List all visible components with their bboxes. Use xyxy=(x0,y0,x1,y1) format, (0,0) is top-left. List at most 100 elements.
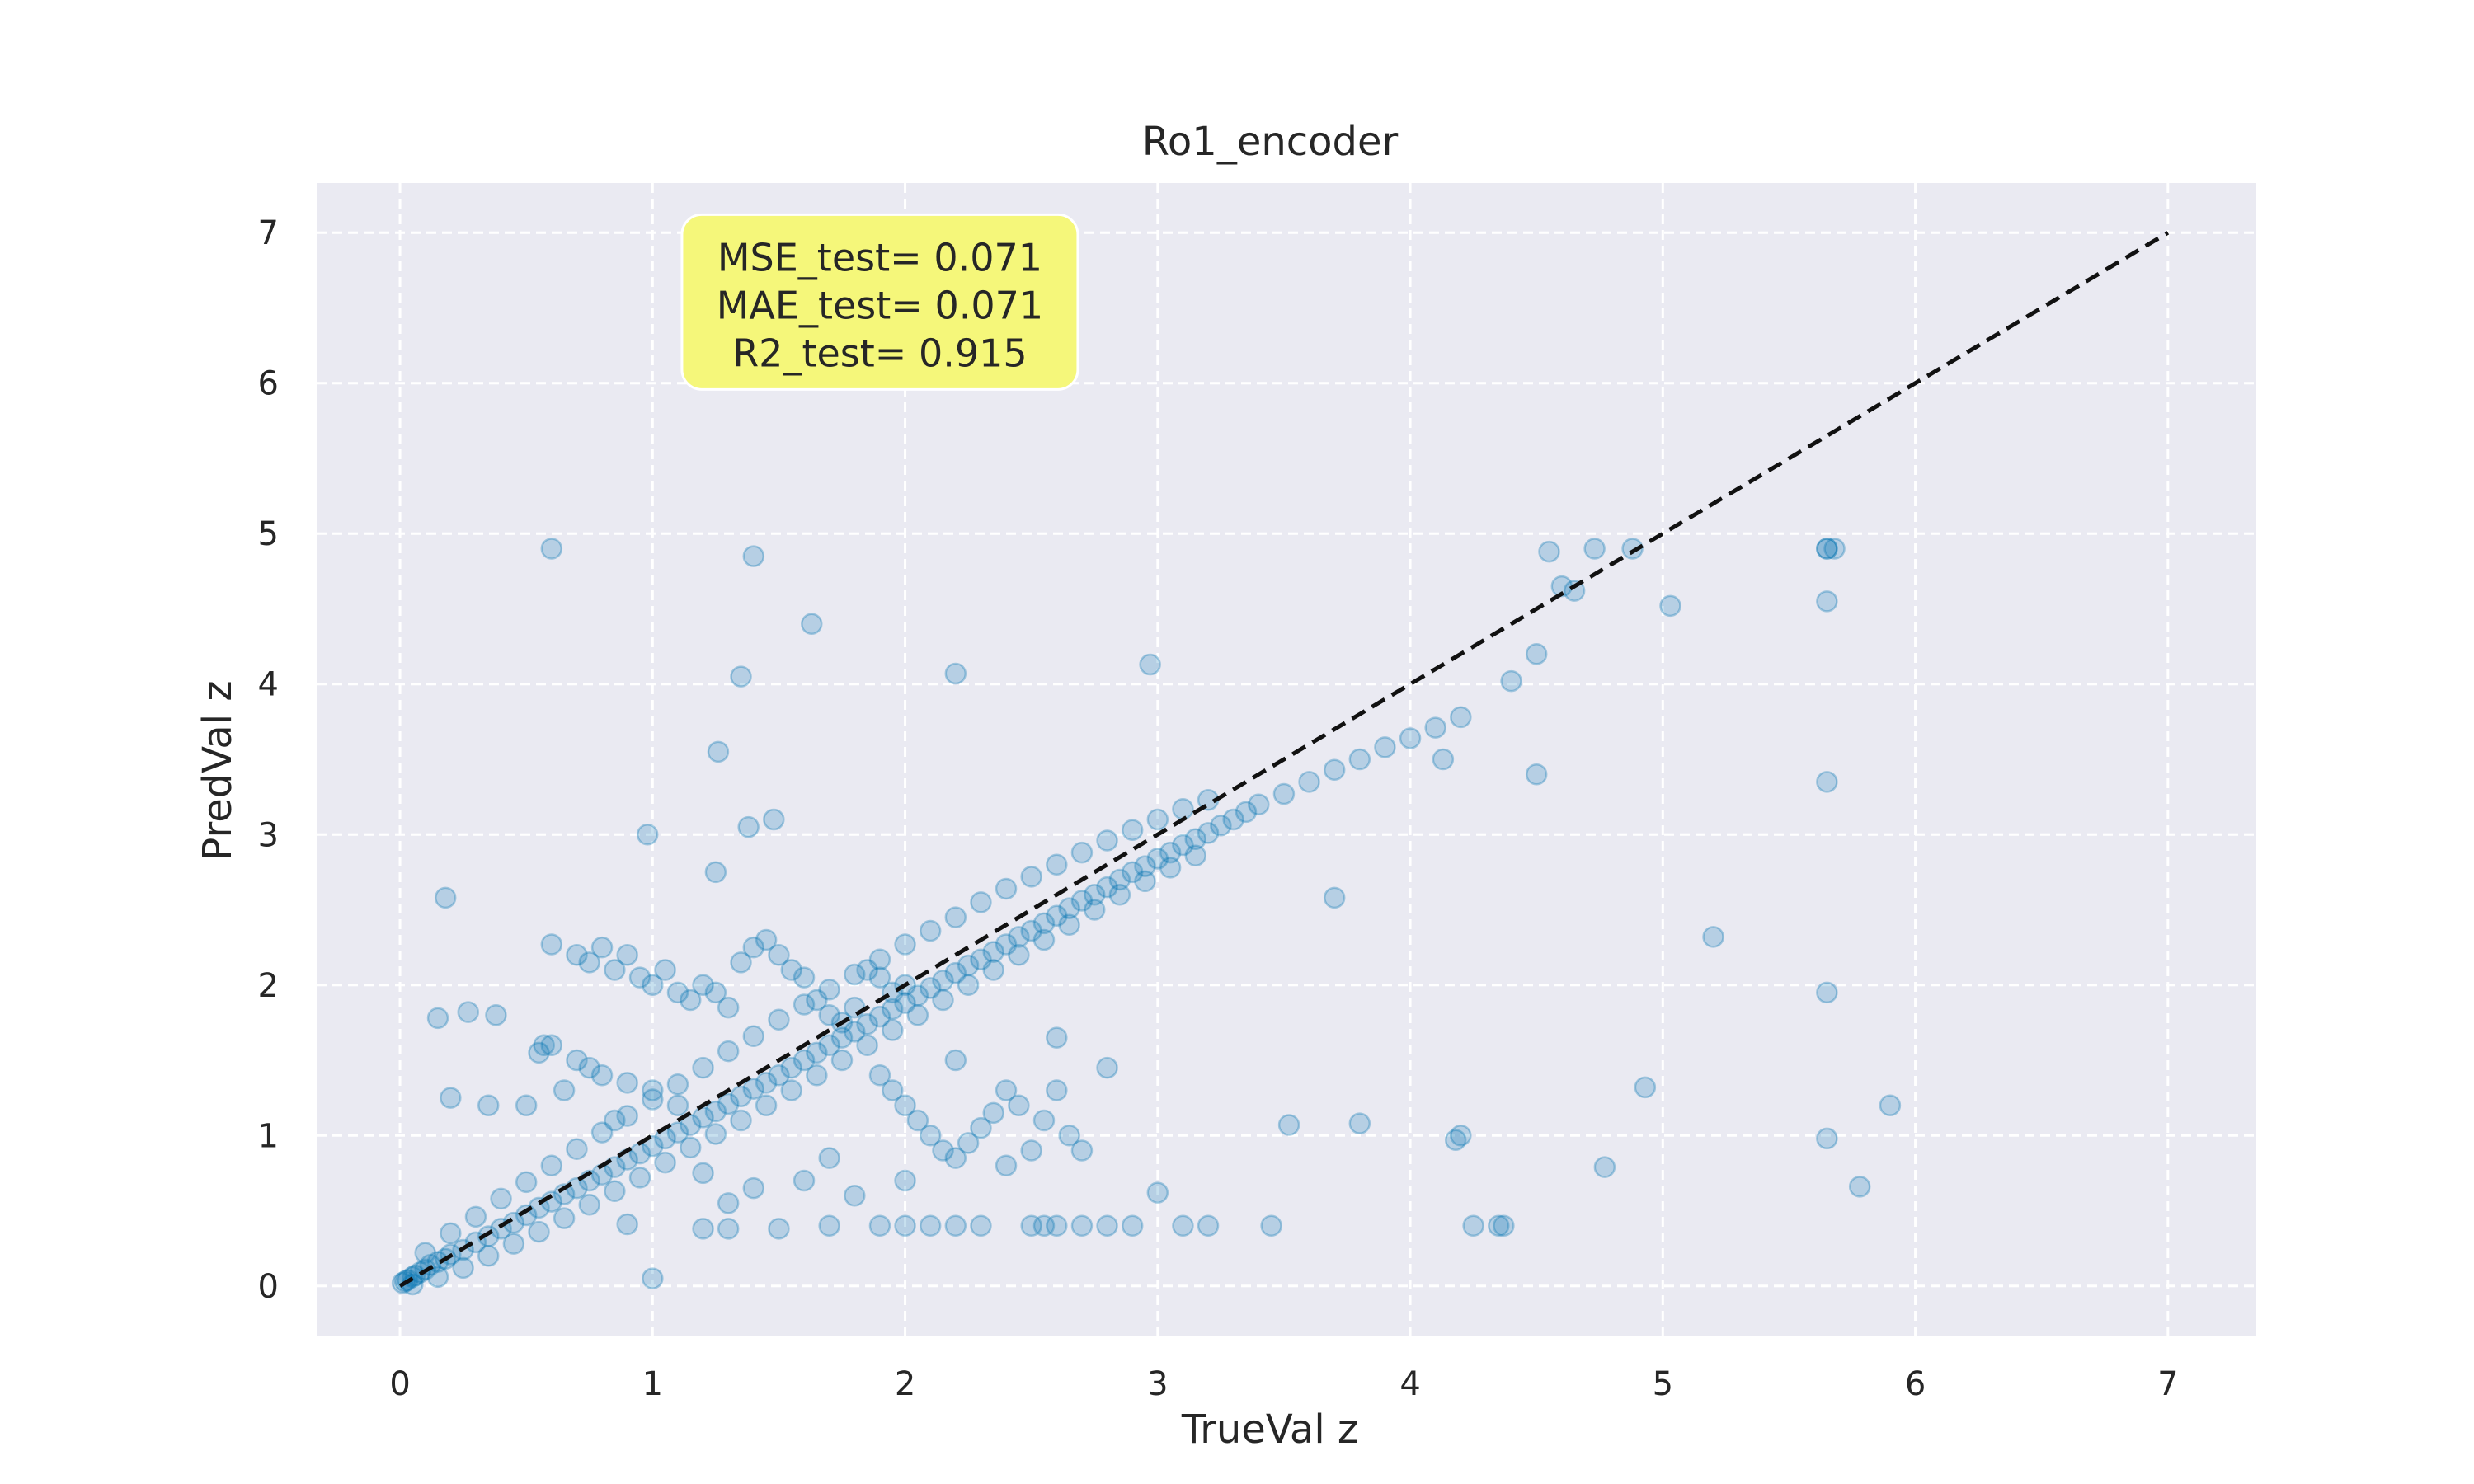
data-point xyxy=(844,996,866,1019)
data-point xyxy=(1134,870,1156,893)
data-point xyxy=(1184,828,1206,850)
data-point xyxy=(717,1192,740,1214)
data-point xyxy=(616,1213,638,1236)
data-point xyxy=(995,933,1018,956)
data-point xyxy=(1020,1139,1042,1162)
x-tick-label: 7 xyxy=(2157,1365,2178,1403)
data-point xyxy=(1046,904,1068,928)
data-point xyxy=(742,545,765,567)
data-point xyxy=(414,1242,436,1264)
data-point xyxy=(1096,1056,1118,1079)
data-point xyxy=(502,1233,525,1255)
data-point xyxy=(768,1008,790,1031)
data-point xyxy=(1444,1129,1467,1151)
data-point xyxy=(970,1214,992,1237)
data-point xyxy=(628,966,651,989)
data-point xyxy=(566,944,588,966)
data-point xyxy=(590,1064,614,1087)
data-point xyxy=(1146,848,1169,870)
x-tick-label: 2 xyxy=(895,1365,915,1403)
data-point xyxy=(763,808,785,831)
data-point xyxy=(1277,1114,1300,1136)
data-point xyxy=(654,1151,676,1174)
data-point xyxy=(533,1034,555,1057)
data-point xyxy=(515,1171,538,1194)
data-point xyxy=(642,1267,664,1289)
data-point xyxy=(780,959,802,981)
y-tick-label: 2 xyxy=(258,967,279,1005)
data-point xyxy=(1146,1181,1169,1204)
data-point xyxy=(692,1162,714,1185)
data-point xyxy=(1058,913,1080,937)
x-tick-labels: 0 1 2 3 4 5 6 7 xyxy=(389,1365,2178,1403)
data-point xyxy=(1121,819,1144,842)
data-point xyxy=(856,1012,878,1036)
data-point xyxy=(1272,782,1296,805)
data-point xyxy=(717,1092,740,1115)
data-point xyxy=(566,1138,588,1160)
data-point xyxy=(1323,758,1346,782)
data-point xyxy=(1848,1176,1871,1198)
data-point xyxy=(1058,1125,1080,1147)
y-tick-label: 1 xyxy=(258,1117,279,1155)
y-tick-label: 0 xyxy=(258,1268,279,1306)
data-point xyxy=(737,815,760,838)
data-point xyxy=(868,948,891,970)
data-point xyxy=(717,996,740,1019)
data-points xyxy=(391,538,1902,1296)
data-point xyxy=(932,989,954,1012)
data-point xyxy=(1348,748,1371,771)
data-point xyxy=(894,1169,916,1192)
data-point xyxy=(1816,1127,1838,1150)
data-point xyxy=(755,1072,778,1094)
data-point xyxy=(477,1225,500,1247)
data-point xyxy=(1046,1079,1068,1101)
data-point xyxy=(1197,1214,1220,1237)
data-point xyxy=(1222,808,1244,831)
data-point xyxy=(944,961,967,984)
data-point xyxy=(768,944,790,966)
data-point xyxy=(1008,944,1030,966)
data-point xyxy=(440,1087,462,1109)
data-point xyxy=(944,1214,967,1237)
data-point xyxy=(1348,1112,1371,1134)
data-point xyxy=(970,1116,992,1139)
data-point xyxy=(806,989,828,1012)
data-point xyxy=(1121,861,1144,884)
data-point xyxy=(995,1079,1018,1101)
data-point xyxy=(906,1004,929,1026)
data-point xyxy=(666,1073,689,1096)
data-point xyxy=(654,959,676,981)
data-point xyxy=(1096,1214,1118,1237)
data-point xyxy=(528,1041,550,1064)
metrics-annotation: MSE_test= 0.071 MAE_test= 0.071 R2_test=… xyxy=(680,213,1079,391)
data-point xyxy=(464,1205,487,1228)
data-point xyxy=(717,1040,740,1063)
data-point xyxy=(1108,884,1131,906)
data-point xyxy=(1032,928,1056,951)
data-point xyxy=(780,1056,802,1079)
data-point xyxy=(1134,855,1156,877)
data-point xyxy=(894,992,916,1014)
data-point xyxy=(1493,1214,1515,1237)
y-tick-label: 6 xyxy=(258,365,279,403)
data-point xyxy=(1032,1109,1056,1132)
data-point xyxy=(1374,736,1396,758)
data-point xyxy=(806,1041,828,1064)
data-point xyxy=(1621,538,1644,560)
data-point xyxy=(1121,1214,1144,1237)
data-point xyxy=(515,1094,538,1117)
data-point xyxy=(1450,706,1472,729)
data-point xyxy=(426,1007,449,1030)
data-point xyxy=(1197,822,1220,844)
data-point xyxy=(793,993,816,1016)
data-point xyxy=(844,1185,866,1207)
data-point xyxy=(995,877,1018,900)
data-point xyxy=(868,1005,891,1028)
data-point xyxy=(642,1079,664,1101)
data-point xyxy=(1096,829,1118,852)
data-point xyxy=(1248,793,1270,816)
data-point xyxy=(818,1214,840,1237)
data-point xyxy=(1184,844,1206,867)
